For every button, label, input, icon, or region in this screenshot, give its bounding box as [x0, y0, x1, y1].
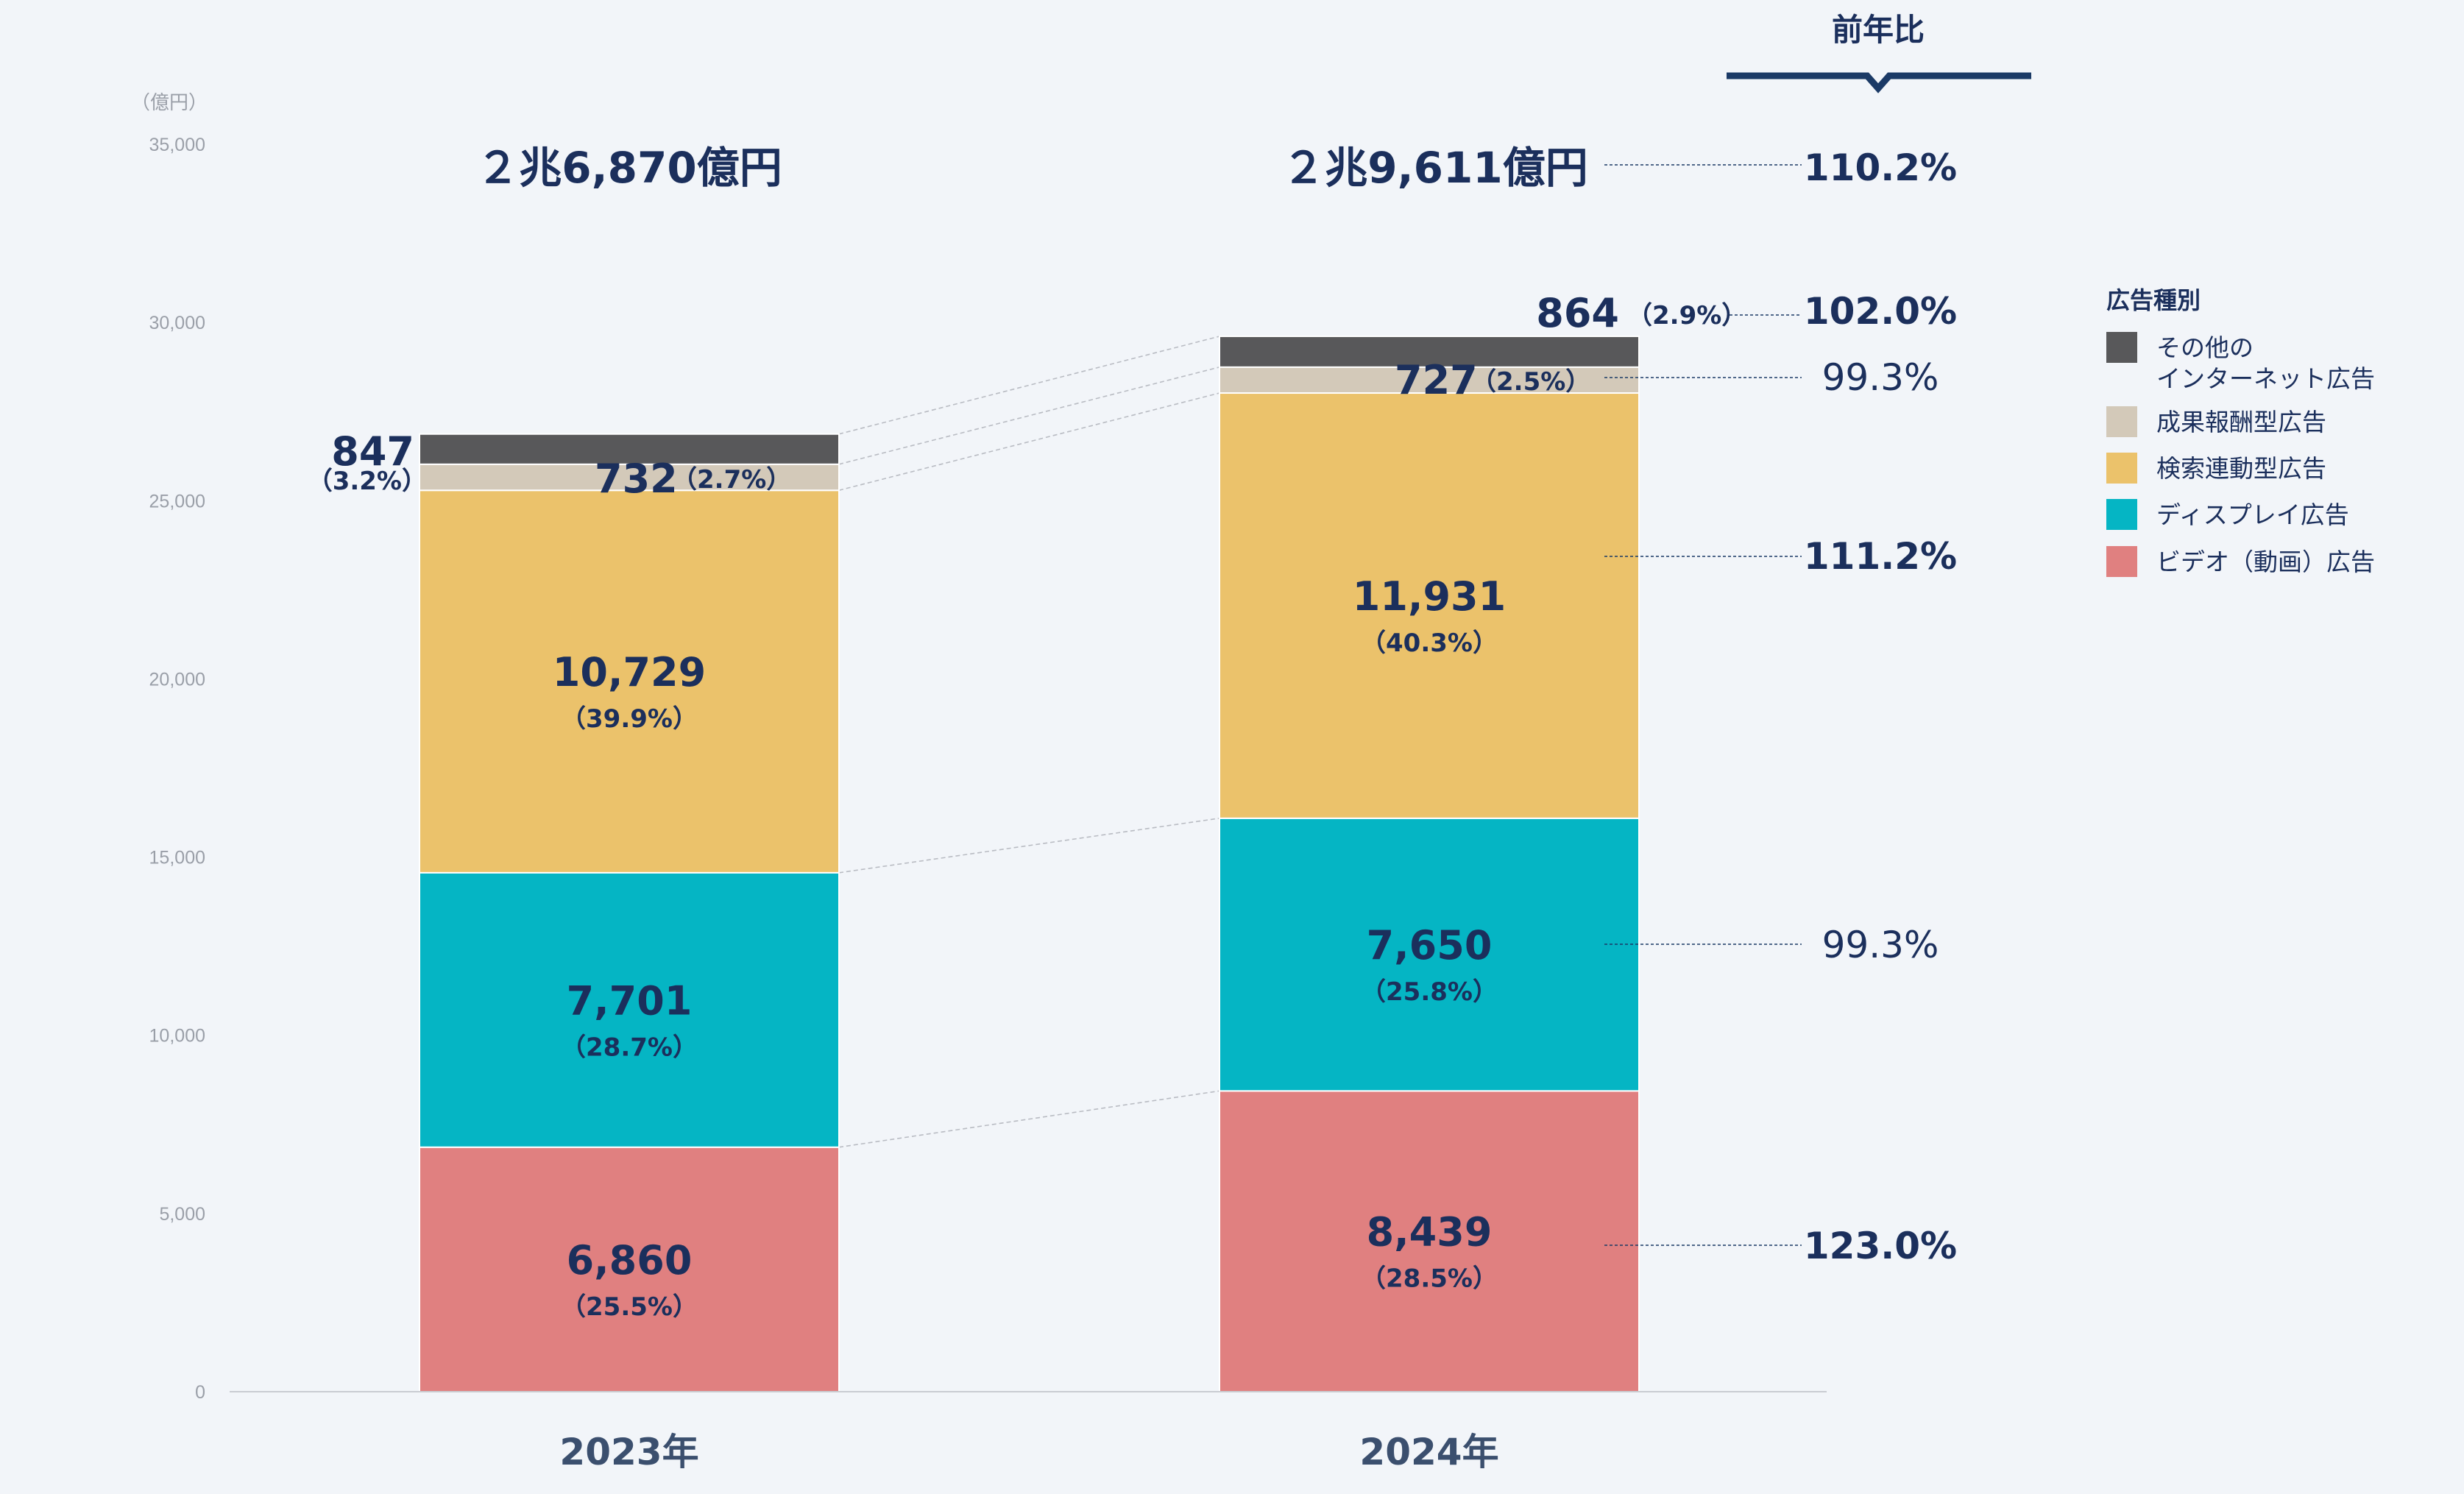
- legend-label: インターネット広告: [2156, 364, 2375, 393]
- yoy-column: 前年比 110.2% 102.0% 99.3% 111.2% 99.3% 123.0%: [1604, 12, 2031, 1267]
- yoy-header-bracket: [1727, 72, 2031, 93]
- connector-line: [838, 367, 1220, 465]
- bar-segment-1-5: [419, 433, 840, 465]
- legend-swatch: [2106, 499, 2137, 530]
- legend-label: 成果報酬型広告: [2156, 408, 2326, 436]
- y-tick-label: 0: [195, 1382, 205, 1403]
- y-tick-label: 20,000: [149, 669, 205, 690]
- x-tick-label: 2023年: [559, 1431, 698, 1473]
- bar-segment-2-4: [1219, 366, 1640, 394]
- bar-segment-2-1: [1219, 1090, 1640, 1392]
- legend-title: 広告種別: [2106, 286, 2201, 314]
- data-label: 11,931: [1353, 573, 1506, 620]
- connector-line: [838, 336, 1220, 435]
- share-label: （40.3%）: [1361, 629, 1498, 658]
- yoy-value: 99.3%: [1822, 924, 1939, 966]
- bar-segment-1-4: [419, 463, 840, 492]
- share-label: （25.5%）: [561, 1292, 698, 1322]
- bar-segment-1-2: [419, 871, 840, 1148]
- connector-line: [838, 392, 1220, 492]
- yoy-value: 102.0%: [1804, 290, 1957, 333]
- data-label: 7,650: [1367, 922, 1493, 969]
- legend: 広告種別その他のインターネット広告成果報酬型広告検索連動型広告ディスプレイ広告ビ…: [2106, 286, 2375, 577]
- bar-segment-2-3: [1219, 392, 1640, 819]
- y-tick-label: 25,000: [149, 491, 205, 511]
- bar-segment-1-1: [419, 1146, 840, 1393]
- data-label: 732: [595, 456, 678, 502]
- share-label: （28.5%）: [1361, 1264, 1498, 1294]
- bar-labels: 2023年 2024年 ２兆6,870億円 ２兆9,611億円 6,860 （25.5%）…: [308, 143, 1747, 1473]
- yoy-value: 123.0%: [1804, 1225, 1957, 1267]
- share-label: （28.7%）: [561, 1033, 698, 1062]
- data-label: 847: [331, 428, 414, 475]
- bar-segment-2-2: [1219, 817, 1640, 1092]
- x-tick-label: 2024年: [1359, 1431, 1498, 1473]
- data-label: 8,439: [1367, 1209, 1493, 1256]
- total-label: ２兆6,870億円: [476, 143, 782, 193]
- legend-label: ビデオ（動画）広告: [2156, 548, 2375, 576]
- y-tick-label: 5,000: [159, 1204, 205, 1225]
- y-tick-label: 10,000: [149, 1026, 205, 1047]
- data-label: 864: [1536, 290, 1619, 336]
- yoy-header: 前年比: [1832, 12, 1925, 48]
- yoy-value: 111.2%: [1804, 535, 1957, 578]
- bars: [419, 335, 1640, 1393]
- legend-swatch: [2106, 406, 2137, 437]
- share-label: （2.9%）: [1627, 301, 1746, 330]
- y-tick-label: 35,000: [149, 135, 205, 155]
- y-axis: 0 5,000 10,000 15,000 20,000 25,000 30,000 35,0…: [131, 92, 1827, 1403]
- share-label: （39.9%）: [561, 704, 698, 734]
- share-label: （3.2%）: [308, 467, 427, 496]
- legend-swatch: [2106, 453, 2137, 484]
- data-label: 727: [1395, 357, 1478, 403]
- share-label: （2.5%）: [1471, 367, 1590, 397]
- legend-label: その他の: [2156, 333, 2254, 362]
- data-label: 10,729: [553, 649, 706, 695]
- connector-line: [838, 818, 1220, 874]
- bar-segment-2-5: [1219, 335, 1640, 368]
- connector-lines: [838, 336, 1220, 1148]
- data-label: 6,860: [567, 1237, 693, 1284]
- y-tick-label: 30,000: [149, 313, 205, 333]
- legend-label: 検索連動型広告: [2156, 454, 2326, 483]
- yoy-value: 110.2%: [1804, 146, 1957, 189]
- legend-swatch: [2106, 332, 2137, 363]
- legend-swatch: [2106, 546, 2137, 577]
- data-label: 7,701: [567, 977, 693, 1024]
- y-tick-label: 15,000: [149, 848, 205, 868]
- total-label: ２兆9,611億円: [1282, 143, 1587, 193]
- share-label: （25.8%）: [1361, 977, 1498, 1007]
- share-label: （2.7%）: [672, 465, 791, 495]
- y-unit-label: （億円）: [131, 92, 208, 114]
- legend-label: ディスプレイ広告: [2156, 500, 2349, 529]
- yoy-value: 99.3%: [1822, 356, 1939, 399]
- connector-line: [838, 1090, 1220, 1148]
